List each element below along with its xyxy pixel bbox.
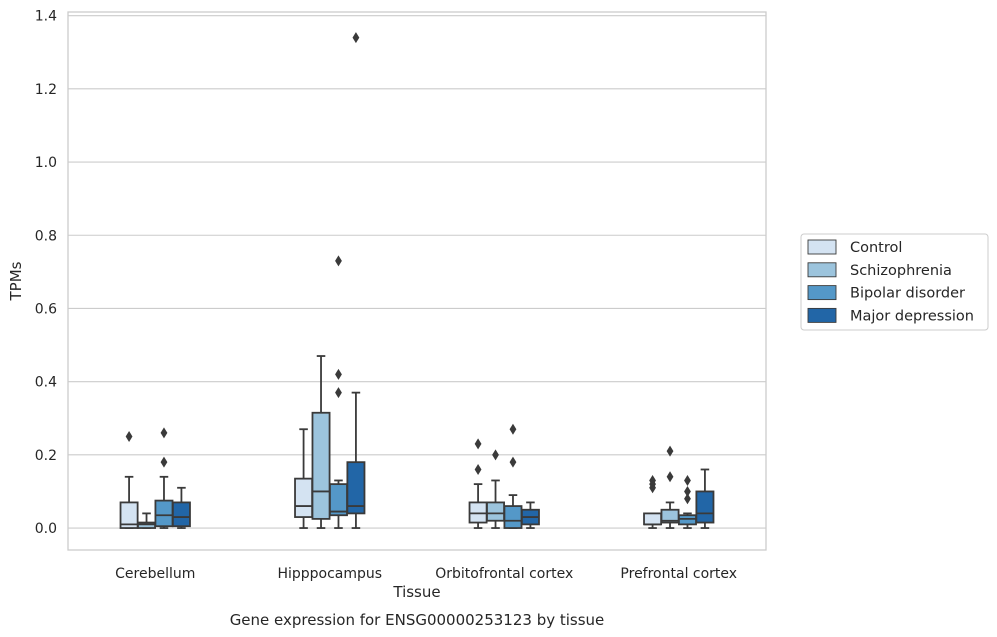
y-tick-label: 1.0 [35,155,57,171]
outlier-point [666,445,674,457]
legend-item-bipolar-disorder: Bipolar disorder [807,285,965,302]
box-body [329,483,348,517]
legend-frame [800,233,989,331]
x-tick-label: Cerebellum [115,566,195,582]
box-schizophrenia-orbitofrontal-cortex [486,449,505,529]
legend-item-control: Control [807,239,902,256]
box-body [119,501,139,529]
x-axis-ticks: Cerebellum Hipppocampus Orbitofrontal cort… [115,566,737,582]
y-tick-label: 1.4 [35,9,57,25]
box-major-depression-hipppocampus [346,32,366,529]
grid-lines [68,15,766,529]
outlier-point [492,449,499,461]
legend-label: Control [850,240,902,256]
y-axis-label: TPMs [7,261,25,301]
box-bipolar-disorder-cerebellum [154,427,174,529]
box-body [154,499,174,528]
outlier-point [125,431,133,443]
box-body [503,505,523,529]
box-body [294,477,314,518]
box-major-depression-cerebellum [171,486,191,529]
x-axis-label: Tissue [392,583,440,601]
box-control-orbitofrontal-cortex [468,438,488,529]
box-body [643,512,663,526]
box-schizophrenia-cerebellum [137,512,156,529]
box-bipolar-disorder-orbitofrontal-cortex [503,423,523,529]
y-tick-label: 0.0 [35,521,57,537]
outlier-point [509,423,517,435]
outlier-point [684,474,691,486]
chart-title: Gene expression for ENSG00000253123 by t… [230,611,605,629]
legend-swatch [807,307,837,323]
outlier-point [160,427,168,439]
outlier-point [474,463,482,475]
outlier-point [684,493,691,505]
outlier-point [684,485,691,497]
x-tick-label: Orbitofrontal cortex [435,566,573,582]
outlier-point [649,474,656,486]
legend: Control Schizophrenia Bipolar disorder Majo… [800,233,989,331]
y-tick-label: 1.2 [35,82,57,98]
box-series [119,32,715,529]
y-tick-label: 0.4 [35,375,57,391]
box-bipolar-disorder-prefrontal-cortex [678,474,697,529]
box-control-cerebellum [119,431,139,529]
x-tick-label: Hipppocampus [277,566,382,582]
box-body [137,521,156,529]
box-body [311,411,331,520]
box-body [171,501,191,528]
box-major-depression-orbitofrontal-cortex [520,501,540,529]
y-axis-ticks: 0.0 0.2 0.4 0.6 0.8 1.0 1.2 1.4 [35,9,57,537]
legend-item-major-depression: Major depression [807,307,974,324]
outlier-point [160,456,168,468]
legend-label: Bipolar disorder [850,286,965,302]
legend-swatch [807,285,837,301]
outlier-point [666,471,674,483]
box-control-prefrontal-cortex [643,474,663,529]
y-tick-label: 0.6 [35,301,57,317]
outlier-point [474,438,482,450]
outlier-point [509,456,517,468]
outlier-point [335,255,342,267]
legend-label: Major depression [850,308,974,324]
box-control-hipppocampus [294,428,314,529]
legend-swatch [807,239,837,255]
box-bipolar-disorder-hipppocampus [329,255,348,529]
box-body [468,501,488,524]
box-schizophrenia-prefrontal-cortex [660,445,680,529]
x-tick-label: Prefrontal cortex [620,566,737,582]
box-body [486,501,505,522]
outlier-point [352,32,360,44]
box-body [346,461,366,515]
box-body [695,490,715,524]
y-tick-label: 0.2 [35,448,57,464]
plot-frame [67,11,767,551]
outlier-point [335,368,342,380]
box-body [678,514,697,526]
legend-item-schizophrenia: Schizophrenia [807,262,952,279]
legend-label: Schizophrenia [850,263,952,279]
y-tick-label: 0.8 [35,228,57,244]
box-schizophrenia-hipppocampus [311,355,331,529]
box-major-depression-prefrontal-cortex [695,468,715,529]
outlier-point [335,387,342,399]
legend-swatch [807,262,837,278]
